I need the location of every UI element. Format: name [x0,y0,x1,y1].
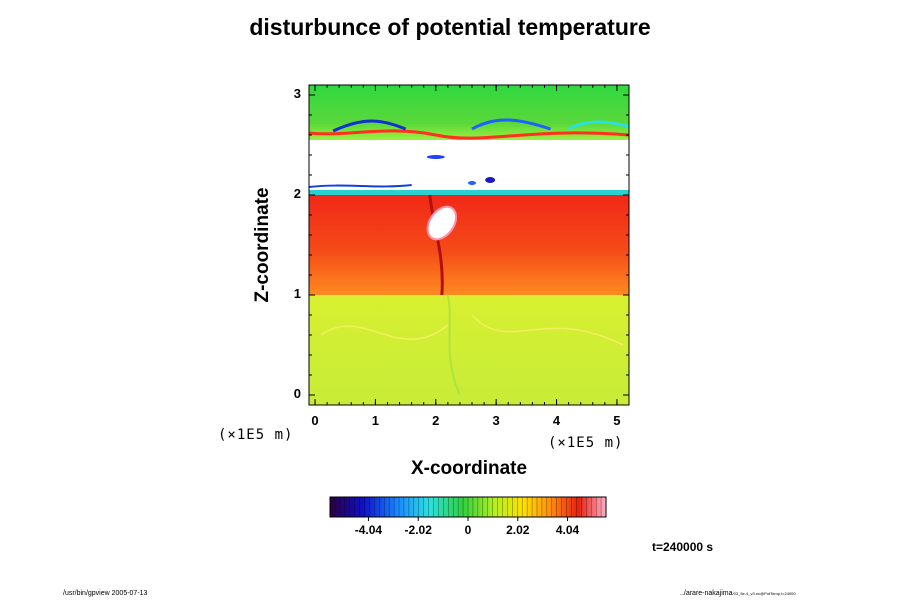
colorbar-tick-label-4: 4.04 [555,523,580,537]
x-tick-label-0: 0 [311,413,319,428]
x-axis-label: X-coordinate [410,458,528,479]
colorbar-tick-label-1: -2.02 [404,523,432,537]
x-tick-label-5: 5 [613,413,621,428]
colorbar-tick-label-3: 2.02 [506,523,530,537]
colorbar-tick-label-0: -4.04 [354,523,383,537]
heatmap-texture-11 [426,155,445,159]
footer-right-main: ../arare-nakajima [680,590,733,597]
plot-frame [308,84,630,406]
footer-right: ../arare-nakajima/03_5e-4_v3.nc@PotTemp,… [680,590,796,597]
x-tick-label-3: 3 [492,413,500,428]
heatmap-texture-8 [471,118,551,131]
heatmap-texture-1 [427,206,457,240]
footer-left: /usr/bin/gpview 2005-07-13 [63,590,148,597]
heatmap-region-1 [309,195,629,295]
heatmap-texture-7 [332,119,407,133]
heatmap-region-2 [309,140,629,190]
x-axis-unit: (×1E5 m) [548,435,624,451]
y-tick-label-3: 3 [293,86,301,101]
heatmap-texture-10 [309,184,412,188]
heatmap-texture-2 [426,205,458,241]
heatmap-texture-3 [320,324,449,340]
colorbar-tick-label-2: 0 [464,523,472,537]
heatmap-texture-9 [567,120,629,131]
heatmap-texture-12 [485,177,496,183]
heatmap-texture-5 [446,294,461,396]
time-annotation: t=240000 s [652,540,714,554]
y-axis-unit: (×1E5 m) [218,427,294,443]
y-tick-label-0: 0 [293,386,301,401]
heatmap-texture-4 [471,314,624,346]
footer-right-small: /03_5e-4_v3.nc@PotTemp,t=24000 [732,591,796,596]
heatmap-texture-0 [428,194,444,296]
x-tick-label-4: 4 [552,413,561,428]
x-tick-label-2: 2 [432,413,440,428]
y-tick-label-2: 2 [293,186,301,201]
x-tick-label-1: 1 [371,413,380,428]
y-tick-label-1: 1 [293,286,301,301]
heatmap-texture-6 [309,129,629,140]
heatmap-region-0 [309,295,629,405]
heatmap-edge-band [309,190,629,195]
heatmap-texture-13 [468,181,477,185]
chart-title: disturbunce of potential temperature [249,14,651,40]
